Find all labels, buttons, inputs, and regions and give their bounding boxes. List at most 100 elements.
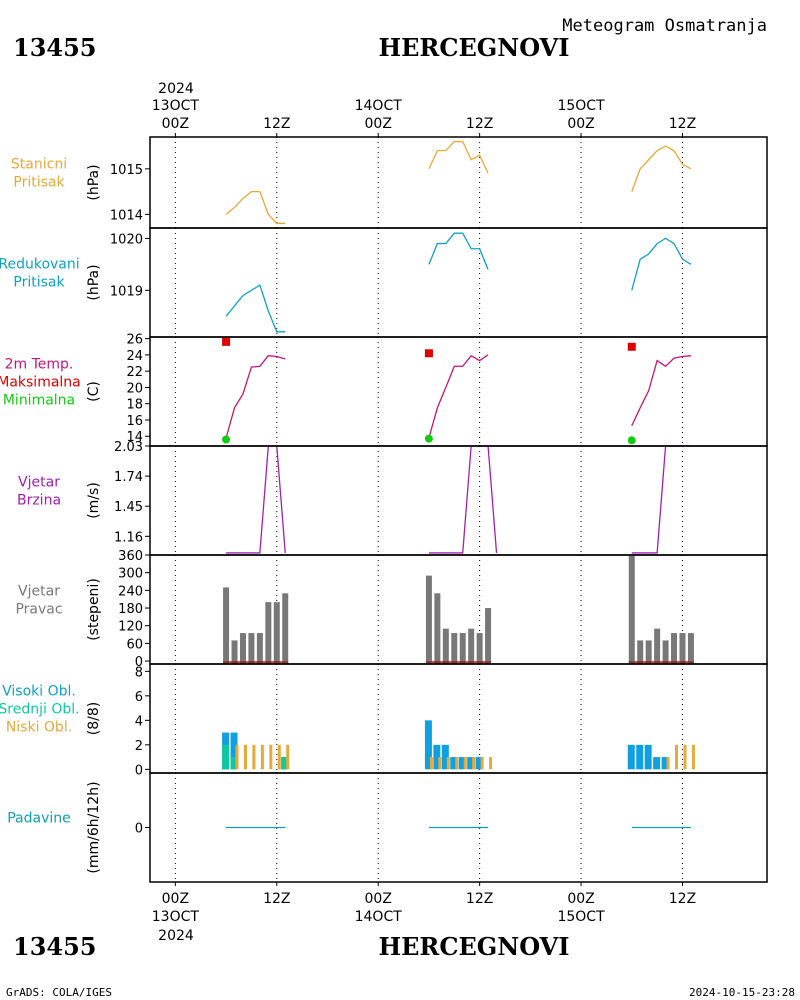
y-tick-label: 0 (135, 763, 143, 778)
time-label-bottom: 00Z (162, 891, 189, 907)
year-label-top: 2024 (158, 81, 194, 97)
wind-direction-bar (485, 608, 492, 665)
y-tick-label: 22 (126, 365, 143, 380)
panel-frame (149, 772, 768, 883)
wind-direction-bar (687, 633, 694, 665)
cloud-bar-low (260, 744, 264, 770)
cloud-bar-high (424, 720, 432, 770)
unit-label: (C) (86, 381, 102, 402)
panel-wind_direction: 0 60 120 180 240 300 360 (stepeni) Vjetar Pravac (15, 549, 768, 670)
y-tick-label: 300 (118, 567, 143, 582)
cloud-bar-middle (230, 757, 238, 770)
y-tick-label: 14 (126, 430, 143, 445)
time-label-bottom: 00Z (365, 891, 392, 907)
panel-label: Redukovani (0, 257, 80, 273)
max-temp-point (222, 337, 231, 346)
y-tick-label: 1015 (110, 163, 143, 178)
panel-label: Visoki Obl. (2, 684, 76, 700)
y-tick-label: 6 (135, 690, 143, 705)
y-tick-label: 180 (118, 602, 143, 617)
y-tick-label: 1020 (110, 232, 143, 247)
y-tick-label: 8 (135, 665, 143, 680)
cloud-bar-high (475, 757, 483, 770)
panel-label: Pritisak (13, 275, 65, 291)
cloud-bar-low (438, 757, 442, 770)
cloud-bar-low (463, 757, 467, 770)
wind-direction-bar (434, 593, 441, 665)
footer-timestamp: 2024-10-15-23:28 (689, 986, 795, 999)
y-tick-label: 0 (135, 655, 143, 670)
y-tick-label: 16 (126, 414, 143, 429)
cloud-bar-high (653, 757, 661, 770)
y-tick-label: 360 (118, 549, 143, 564)
min-temp-point (424, 434, 433, 443)
wind_speed-line (428, 445, 498, 554)
cloud-bar-middle (281, 757, 289, 770)
station_pressure-line (225, 190, 286, 225)
cloud-bar-low (691, 744, 695, 770)
cloud-bar-low (269, 744, 273, 770)
panel-label: Maksimalna (0, 375, 81, 391)
y-tick-label: 1014 (110, 208, 143, 223)
cloud-bar-high (450, 757, 458, 770)
panel-label: Vjetar (18, 584, 60, 600)
temperature-line (631, 355, 691, 426)
wind-direction-bar (476, 633, 483, 665)
unit-label: (stepeni) (86, 578, 102, 641)
cloud-bar-low (235, 744, 239, 770)
time-label-top: 12Z (263, 116, 290, 132)
y-tick-label: 2 (135, 739, 143, 754)
wind-direction-bar (265, 602, 272, 665)
wind-direction-bar (671, 633, 678, 665)
time-label-top: 12Z (466, 116, 493, 132)
day-label-bottom: 15OCT (557, 909, 605, 925)
cloud-bar-low (480, 757, 484, 770)
cloud-bar-high (433, 744, 441, 770)
cloud-bar-high (661, 757, 669, 770)
y-tick-label: 1.74 (114, 470, 143, 485)
max-temp-point (424, 349, 433, 358)
cloud-bar-low (455, 757, 459, 770)
station-id-top: 13455 (13, 33, 97, 62)
panel-frame (149, 336, 768, 447)
wind-direction-bar (248, 633, 255, 665)
wind-direction-bar (231, 640, 238, 665)
y-tick-label: 20 (126, 381, 143, 396)
min-temp-point (627, 436, 636, 445)
unit-label: (8/8) (86, 702, 102, 735)
time-label-bottom: 12Z (466, 891, 493, 907)
day-label-bottom: 13OCT (152, 909, 200, 925)
time-label-bottom: 12Z (263, 891, 290, 907)
panel-station_pressure: 1014 1015 (hPa) Stanicni Pritisak (11, 136, 768, 229)
day-label-top: 15OCT (557, 98, 605, 114)
panel-frame (149, 663, 768, 774)
cloud-bar-low (252, 744, 256, 770)
cloud-bar-high (467, 757, 475, 770)
wind-direction-bar (239, 633, 246, 665)
y-tick-label: 1.16 (114, 530, 143, 545)
panel-label: Brzina (17, 493, 61, 509)
panel-label: Vjetar (18, 475, 60, 491)
time-label-top: 12Z (669, 116, 696, 132)
wind-direction-bar (256, 633, 263, 665)
y-tick-label: 0 (135, 822, 143, 837)
cloud-bar-low (675, 744, 679, 770)
panel-label: Padavine (7, 811, 71, 827)
unit-label: (hPa) (86, 264, 102, 300)
y-tick-label: 1.45 (114, 500, 143, 515)
cloud-bar-high (230, 732, 238, 770)
reduced_pressure-line (428, 232, 489, 270)
station-name-bottom: HERCEGNOVI (378, 932, 569, 961)
cloud-bar-high (458, 757, 466, 770)
day-label-top: 14OCT (355, 98, 403, 114)
wind-direction-bar (645, 640, 652, 665)
y-tick-label: 18 (126, 398, 143, 413)
wind-direction-bar (628, 555, 635, 665)
panel-label: Stanicni (11, 157, 67, 173)
cloud-bar-low (286, 744, 290, 770)
station-name-top: HERCEGNOVI (378, 33, 569, 62)
reduced_pressure-line (631, 237, 692, 291)
